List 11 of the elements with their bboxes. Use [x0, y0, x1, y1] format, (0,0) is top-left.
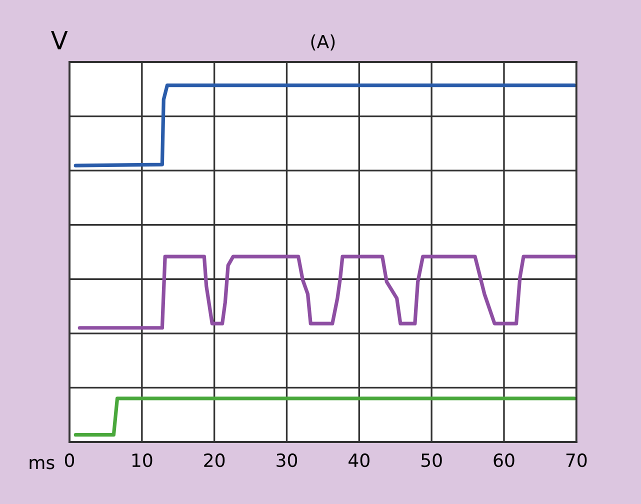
- x-tick-label: 20: [204, 453, 225, 468]
- x-tick-label: 30: [276, 453, 298, 468]
- x-axis-title: ms: [30, 458, 54, 470]
- x-tick-label: 40: [348, 453, 370, 468]
- y-axis-title: V: [51, 30, 68, 50]
- x-tick-label: 60: [494, 453, 514, 468]
- x-tick-label: 50: [421, 453, 442, 468]
- x-tick-label: 70: [566, 453, 587, 468]
- x-tick-label: 10: [132, 453, 152, 468]
- x-tick-label: 0: [64, 453, 74, 468]
- chart-title: (A): [311, 34, 335, 50]
